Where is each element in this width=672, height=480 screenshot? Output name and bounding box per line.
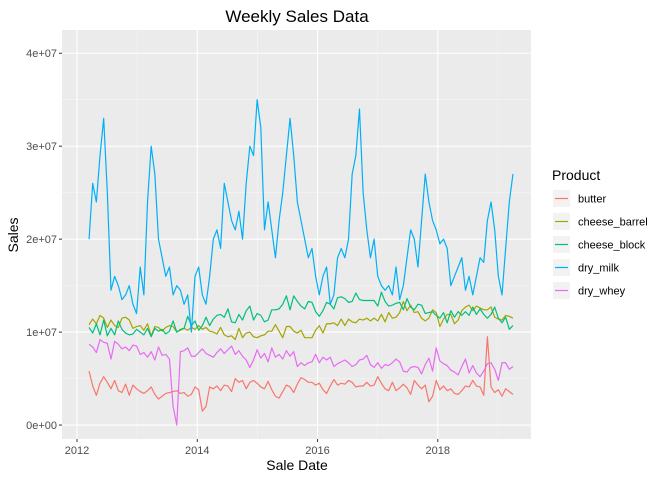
legend-label-dry-whey: dry_whey: [578, 286, 626, 298]
x-tick-label: 2012: [65, 445, 89, 457]
y-axis: 0e+00 1e+07 2e+07 3e+07 4e+07: [26, 48, 62, 432]
x-axis: 2012 2014 2016 2018: [65, 439, 450, 457]
legend-label-cheese-barrel: cheese_barrel: [578, 217, 648, 229]
series-lines: [88, 99, 514, 426]
x-axis-title: Sale Date: [266, 457, 328, 473]
legend-label-butter: butter: [578, 194, 606, 206]
chart-title: Weekly Sales Data: [225, 7, 369, 26]
x-tick-label: 2018: [426, 445, 450, 457]
x-tick-label: 2014: [185, 445, 209, 457]
y-axis-title: Sales: [5, 217, 21, 252]
y-tick-label: 1e+07: [26, 327, 57, 339]
plot-panel: [62, 30, 531, 439]
y-tick-label: 2e+07: [26, 234, 57, 246]
y-tick-label: 4e+07: [26, 48, 57, 60]
x-tick-label: 2016: [305, 445, 329, 457]
legend-title: Product: [552, 167, 600, 183]
series-line-cheese-block: [88, 291, 514, 338]
series-line-cheese-barrel: [88, 300, 514, 341]
legend: Product butter cheese_barrel cheese_blockd…: [552, 167, 648, 299]
y-tick-label: 0e+00: [26, 420, 57, 432]
legend-label-cheese-block: cheese_block: [578, 240, 646, 252]
series-line-dry-milk: [88, 99, 514, 333]
y-tick-label: 3e+07: [26, 141, 57, 153]
series-line-butter: [88, 336, 514, 412]
series-line-dry-whey: [88, 338, 514, 426]
legend-label-dry-milk: dry_milk: [578, 263, 619, 275]
